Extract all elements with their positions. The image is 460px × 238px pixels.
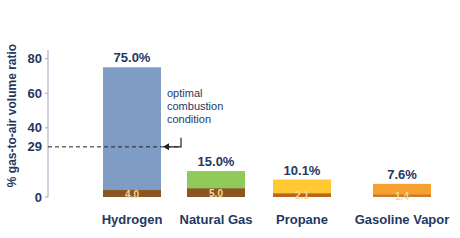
y-tick-label: 80 <box>28 51 42 66</box>
y-tick <box>45 58 48 59</box>
y-tick <box>45 197 48 198</box>
data-label: 10.1% <box>284 163 321 178</box>
chart: % gas-to-air volume ratio 0 40 60 80 75.0% 15.… <box>0 0 460 238</box>
y-tick-label: 40 <box>28 120 42 135</box>
category-label: Natural Gas <box>180 212 253 227</box>
y-tick <box>45 93 48 94</box>
annotation-arrow <box>167 138 181 147</box>
y-axis-line <box>48 50 49 197</box>
y-axis-label: % gas-to-air volume ratio <box>5 44 19 187</box>
data-label: 4.0 <box>125 189 139 200</box>
category-label: Hydrogen <box>102 212 163 227</box>
data-label: 2.1 <box>295 190 309 201</box>
annotation-arrowhead <box>163 143 169 150</box>
data-label: 1.4 <box>395 191 409 202</box>
annotation-text-line: optimal <box>167 87 202 99</box>
y-tick-label: 0 <box>35 190 42 205</box>
category-label: Propane <box>276 212 328 227</box>
category-label: Gasoline Vapor <box>355 212 450 227</box>
bars <box>103 67 431 197</box>
data-label: 5.0 <box>209 188 223 199</box>
y-tick <box>45 127 48 128</box>
data-label: 75.0% <box>114 50 151 65</box>
annotation-value: 29 <box>28 139 42 154</box>
data-label: 15.0% <box>198 154 235 169</box>
annotation-line <box>48 146 181 147</box>
annotation-text-line: condition <box>167 113 211 125</box>
data-label: 7.6% <box>387 167 417 182</box>
annotation-text-line: combustion <box>167 100 223 112</box>
y-tick-label: 60 <box>28 86 42 101</box>
annotation-text: optimalcombustioncondition <box>167 87 223 125</box>
bar <box>103 67 161 197</box>
